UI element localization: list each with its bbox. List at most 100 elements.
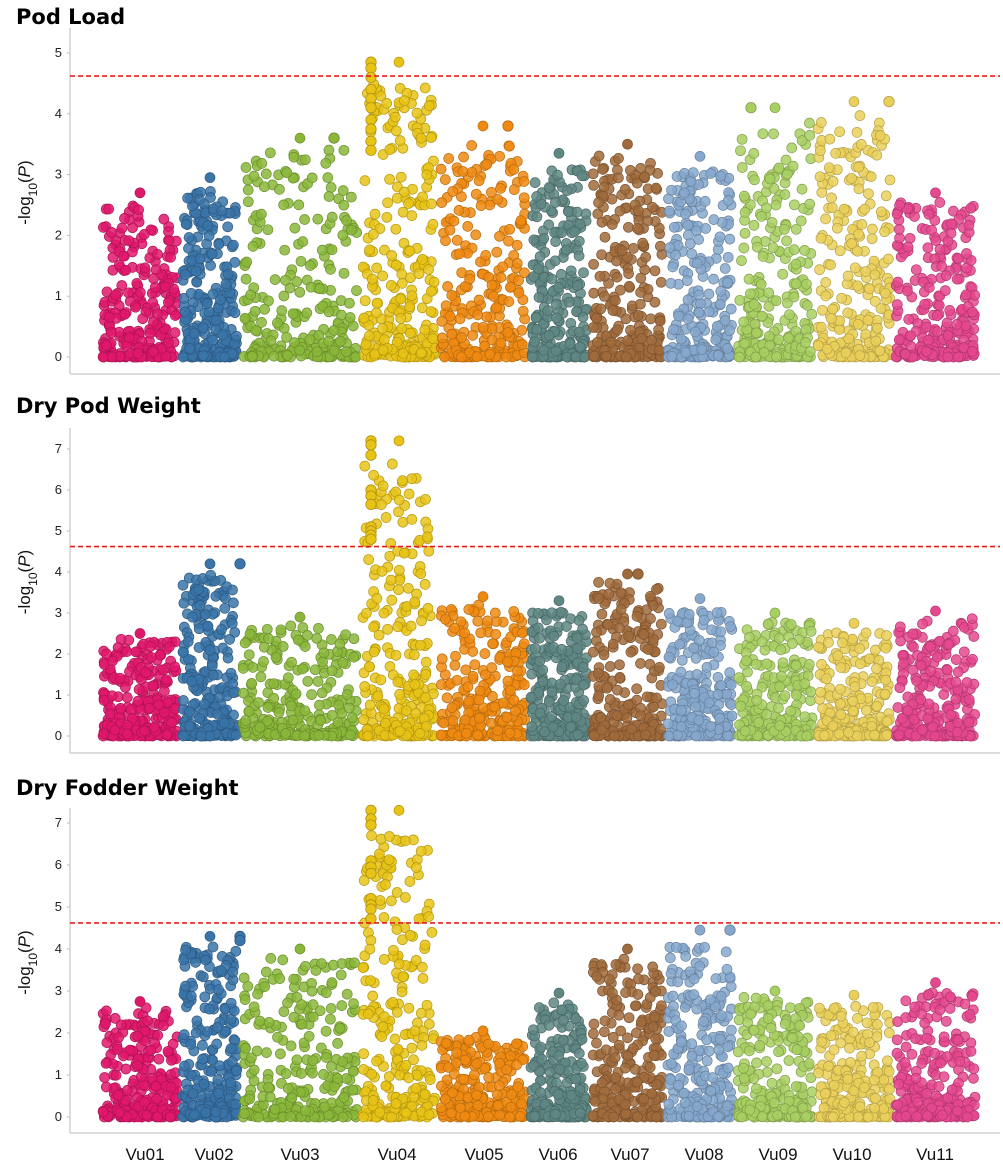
- snp-point-vu09: [773, 162, 785, 174]
- snp-point-vu10: [866, 233, 878, 245]
- snp-point-vu08: [719, 263, 731, 274]
- snp-point-vu04: [359, 295, 371, 307]
- snp-point-vu05: [508, 694, 520, 706]
- snp-point-vu10: [831, 222, 843, 234]
- snp-point-vu11: [967, 306, 978, 318]
- snp-point-vu02: [207, 288, 219, 300]
- snp-point-vu10: [830, 148, 842, 159]
- snp-point-vu03: [281, 167, 293, 179]
- snp-point-vu09: [782, 168, 793, 180]
- snp-point-vu10: [834, 245, 846, 257]
- snp-point-vu06: [532, 607, 544, 619]
- snp-point-vu04: [414, 728, 426, 739]
- snp-point-vu09: [763, 287, 775, 299]
- peak-point-vu06: [553, 595, 565, 607]
- snp-point-vu04: [426, 285, 437, 297]
- snp-point-vu05: [480, 249, 492, 261]
- snp-point-vu04: [420, 669, 432, 680]
- snp-point-vu03: [326, 211, 338, 223]
- snp-point-vu03: [325, 264, 336, 275]
- snp-point-vu03: [255, 671, 267, 683]
- snp-point-vu09: [751, 241, 763, 253]
- snp-point-vu02: [180, 269, 191, 280]
- y-tick-label: 0: [55, 349, 62, 364]
- snp-point-vu05: [486, 186, 497, 198]
- snp-point-vu02: [193, 623, 205, 635]
- snp-point-vu05: [466, 140, 478, 151]
- snp-point-vu06: [546, 711, 557, 722]
- snp-point-vu02: [188, 328, 200, 339]
- snp-point-vu10: [842, 270, 854, 282]
- snp-point-vu01: [106, 351, 118, 363]
- snp-point-vu07: [588, 730, 600, 741]
- snp-point-vu08: [668, 221, 680, 233]
- snp-point-vu04: [389, 111, 401, 123]
- snp-point-vu04: [406, 514, 418, 525]
- snp-point-vu03: [314, 283, 326, 295]
- snp-point-vu06: [537, 676, 549, 688]
- snp-point-vu08: [700, 223, 712, 234]
- snp-point-vu06: [570, 351, 582, 363]
- snp-point-vu07: [615, 284, 626, 296]
- snp-point-vu03: [294, 286, 306, 298]
- snp-point-vu07: [595, 712, 607, 723]
- y-tick-label: 1: [55, 288, 62, 303]
- snp-point-vu04: [422, 603, 434, 614]
- snp-point-vu01: [148, 273, 159, 284]
- y-tick-label: 6: [55, 482, 62, 497]
- snp-point-vu08: [722, 251, 734, 263]
- snp-point-vu08: [690, 652, 702, 664]
- snp-point-vu03: [318, 647, 330, 659]
- snp-point-vu05: [490, 628, 502, 640]
- snp-point-vu09: [767, 242, 779, 254]
- snp-point-vu04: [396, 323, 408, 334]
- snp-point-vu06: [553, 282, 564, 293]
- snp-point-vu05: [474, 712, 485, 724]
- snp-point-vu03: [289, 222, 301, 234]
- snp-point-vu11: [960, 289, 972, 301]
- snp-point-vu05: [466, 166, 478, 178]
- snp-point-vu08: [708, 214, 720, 225]
- snp-point-vu04: [397, 348, 409, 359]
- snp-point-vu01: [163, 226, 174, 237]
- snp-point-vu06: [534, 655, 546, 667]
- snp-point-vu03: [322, 172, 334, 183]
- snp-point-vu08: [666, 184, 677, 196]
- snp-point-vu03: [247, 241, 259, 252]
- snp-point-vu07: [591, 312, 602, 324]
- snp-point-vu09: [751, 327, 762, 339]
- snp-point-vu05: [518, 176, 530, 187]
- snp-point-vu09: [763, 330, 775, 342]
- snp-point-vu03: [306, 172, 318, 184]
- snp-point-vu05: [446, 702, 458, 713]
- snp-point-vu06: [561, 185, 573, 196]
- snp-point-vu03: [256, 208, 267, 220]
- snp-point-vu11: [951, 273, 963, 285]
- snp-point-vu07: [598, 649, 610, 661]
- snp-point-vu02: [211, 708, 223, 720]
- snp-point-vu05: [495, 183, 506, 194]
- snp-point-vu09: [743, 273, 755, 285]
- snp-point-vu03: [279, 244, 291, 256]
- snp-point-vu06: [578, 267, 589, 279]
- snp-point-vu10: [815, 321, 827, 333]
- snp-point-vu08: [715, 285, 727, 297]
- snp-point-vu02: [222, 221, 234, 233]
- snp-point-vu03: [268, 350, 280, 362]
- snp-point-vu03: [337, 185, 349, 196]
- snp-point-vu08: [714, 712, 726, 724]
- snp-point-vu08: [714, 231, 726, 243]
- snp-point-vu09: [733, 351, 745, 363]
- snp-point-vu03: [297, 663, 308, 675]
- snp-point-vu06: [578, 695, 590, 706]
- snp-point-vu06: [570, 711, 582, 723]
- snp-point-vu04: [406, 473, 418, 485]
- peak-point-vu09: [769, 102, 781, 114]
- snp-point-vu02: [204, 644, 216, 656]
- snp-point-vu07: [592, 667, 604, 679]
- snp-point-vu04: [390, 259, 402, 271]
- snp-point-vu02: [226, 618, 238, 629]
- snp-point-vu04: [403, 198, 414, 209]
- snp-point-vu10: [854, 110, 866, 121]
- snp-point-vu07: [611, 271, 623, 283]
